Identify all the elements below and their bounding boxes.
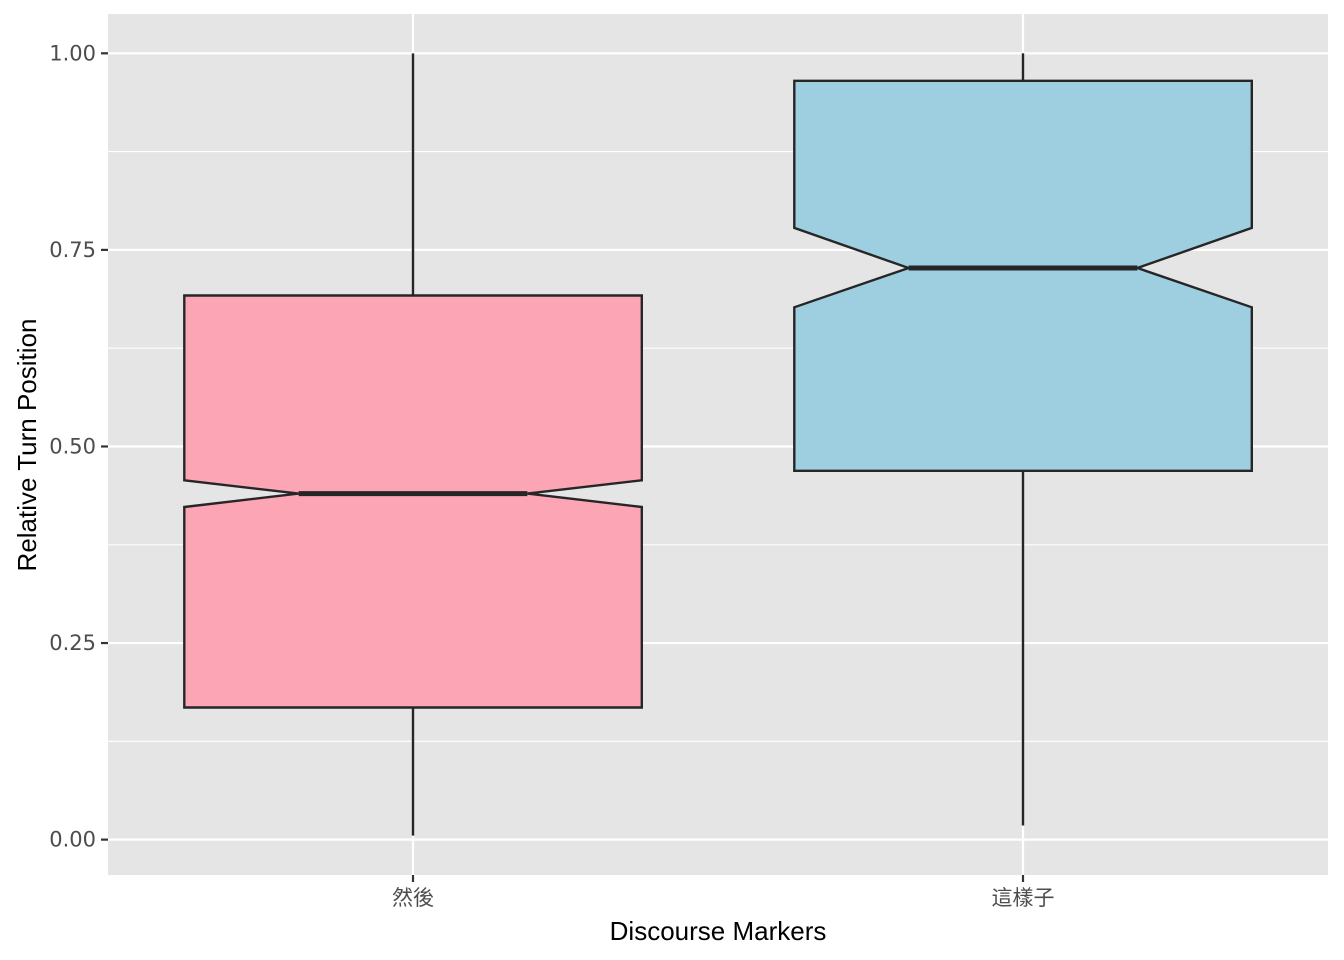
x-axis: 然後 這樣子: [392, 875, 1055, 910]
x-tick-label: 然後: [392, 886, 434, 910]
y-tick-label: 1.00: [49, 41, 96, 65]
x-axis-title: Discourse Markers: [610, 916, 827, 946]
box-group: [793, 53, 1254, 826]
y-axis: 0.00 0.25 0.50 0.75 1.00: [49, 41, 108, 852]
boxes-layer: [183, 53, 1254, 836]
notched-box: [183, 294, 643, 709]
y-tick-label: 0.25: [49, 631, 96, 655]
box-group: [183, 53, 643, 836]
y-tick-label: 0.50: [49, 434, 96, 458]
y-tick-label: 0.75: [49, 238, 96, 262]
y-tick-label: 0.00: [49, 828, 96, 852]
notched-box: [793, 79, 1254, 472]
x-tick-label: 這樣子: [992, 886, 1055, 910]
y-axis-title: Relative Turn Position: [12, 319, 42, 572]
